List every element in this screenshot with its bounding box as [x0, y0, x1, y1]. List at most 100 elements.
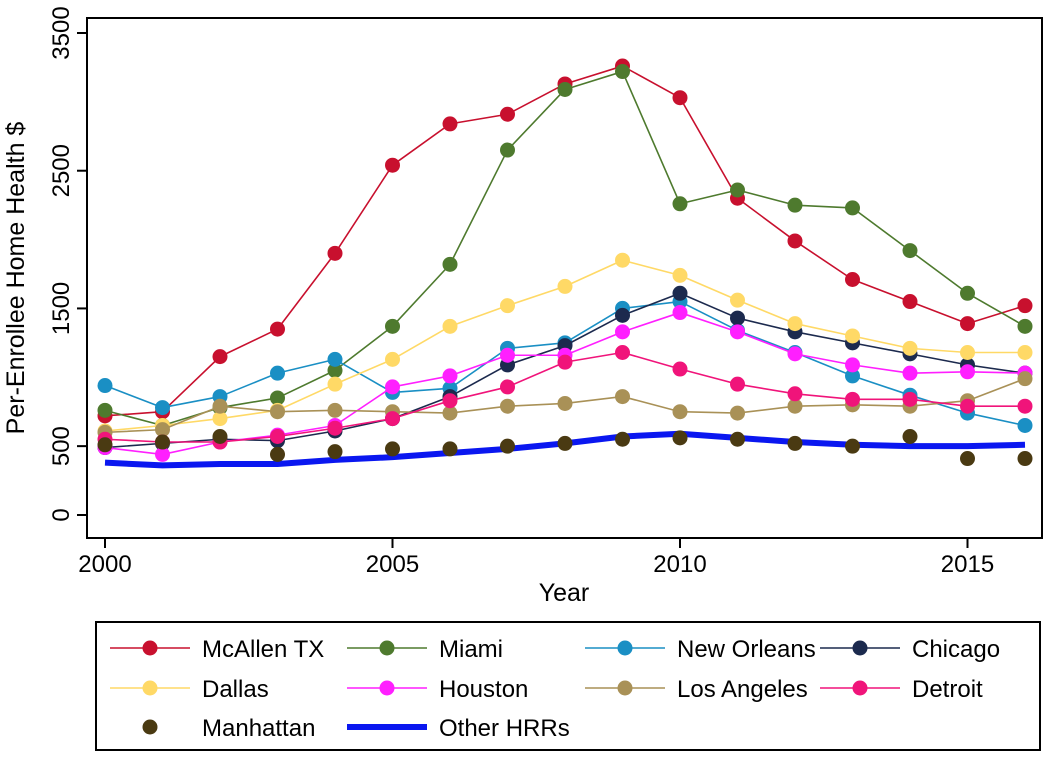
x-tick-label: 2005	[366, 551, 419, 578]
data-point-houston	[442, 368, 458, 384]
data-point-chicago	[672, 285, 688, 301]
data-point-mcallen-tx	[960, 316, 975, 332]
y-tick-label: 1500	[48, 282, 75, 335]
legend-item-other-hrrs: Other HRRs	[347, 715, 570, 742]
series-manhattan	[97, 429, 1033, 467]
legend-item-mcallen-tx: McAllen TX	[110, 636, 324, 663]
data-point-manhattan	[902, 429, 918, 445]
data-point-houston	[500, 347, 515, 363]
data-point-mcallen-tx	[787, 233, 803, 249]
x-axis-title: Year	[539, 579, 590, 607]
x-tick-label: 2015	[941, 551, 994, 578]
data-point-manhattan	[442, 441, 458, 457]
legend-marker	[142, 680, 158, 696]
data-point-miami	[845, 200, 860, 216]
data-point-manhattan	[845, 438, 860, 454]
data-point-los-angeles	[1017, 371, 1033, 387]
data-point-mcallen-tx	[902, 294, 918, 310]
y-tick-label: 3500	[48, 6, 75, 59]
data-point-mcallen-tx	[212, 349, 228, 365]
data-point-manhattan	[500, 438, 515, 454]
data-point-detroit	[385, 411, 400, 427]
x-tick-label: 2010	[653, 551, 706, 578]
data-point-los-angeles	[270, 404, 285, 420]
data-point-dallas	[730, 292, 745, 308]
data-point-new-orleans	[155, 400, 170, 416]
data-point-miami	[787, 197, 803, 213]
series-miami	[97, 64, 1033, 433]
data-point-detroit	[902, 391, 918, 407]
data-point-los-angeles	[155, 422, 170, 438]
data-point-new-orleans	[327, 351, 343, 367]
data-point-houston	[672, 305, 688, 321]
data-point-los-angeles	[212, 398, 228, 414]
data-point-los-angeles	[442, 405, 458, 421]
data-point-dallas	[672, 267, 688, 283]
data-point-detroit	[730, 376, 745, 392]
legend-label: Houston	[439, 676, 528, 703]
legend-marker	[142, 640, 158, 656]
legend-marker	[852, 640, 868, 656]
data-point-detroit	[327, 420, 343, 436]
legend-item-dallas: Dallas	[110, 676, 269, 703]
data-point-los-angeles	[615, 389, 630, 405]
data-point-dallas	[615, 252, 630, 268]
data-point-los-angeles	[500, 398, 515, 414]
legend-label: Detroit	[912, 676, 983, 703]
data-point-miami	[442, 256, 458, 272]
data-point-houston	[385, 379, 400, 395]
data-point-miami	[960, 285, 975, 301]
data-point-miami	[327, 362, 343, 378]
legend-label: Manhattan	[202, 715, 315, 742]
data-point-manhattan	[270, 446, 285, 462]
data-point-houston	[730, 324, 745, 340]
data-point-manhattan	[155, 434, 170, 450]
data-point-detroit	[500, 379, 515, 395]
data-point-miami	[672, 196, 688, 212]
data-point-los-angeles	[327, 402, 343, 418]
legend-frame	[95, 621, 1041, 751]
data-point-houston	[845, 357, 860, 373]
data-point-miami	[902, 243, 918, 259]
y-axis-title: Per-Enrollee Home Health $	[2, 122, 30, 435]
data-point-manhattan	[212, 429, 228, 445]
data-point-los-angeles	[787, 398, 803, 414]
legend-item-los-angeles: Los Angeles	[585, 676, 808, 703]
y-tick-label: 0	[48, 508, 75, 521]
data-point-detroit	[960, 398, 975, 414]
legend-item-new-orleans: New Orleans	[585, 636, 816, 663]
data-point-manhattan	[327, 444, 343, 460]
data-point-new-orleans	[270, 365, 285, 381]
data-point-miami	[557, 81, 573, 97]
data-point-miami	[270, 390, 285, 406]
data-point-dallas	[327, 376, 343, 392]
data-point-houston	[615, 324, 630, 340]
y-axis-ticks: 0 500 1500 2500 3500	[48, 6, 87, 522]
y-tick-label: 500	[48, 426, 75, 466]
data-point-mcallen-tx	[327, 245, 343, 261]
data-point-los-angeles	[730, 405, 745, 421]
data-point-manhattan	[557, 435, 573, 451]
legend-item-manhattan: Manhattan	[142, 715, 315, 742]
legend-label: Dallas	[202, 676, 269, 703]
legend-label: Other HRRs	[439, 715, 570, 742]
legend-item-chicago: Chicago	[820, 636, 1000, 663]
legend-label: Los Angeles	[677, 676, 808, 703]
data-point-dallas	[1017, 344, 1033, 360]
legend-marker	[617, 640, 633, 656]
legend-marker	[852, 680, 868, 696]
data-point-dallas	[787, 316, 803, 332]
data-point-dallas	[902, 340, 918, 356]
legend-label: Chicago	[912, 636, 1000, 663]
data-point-new-orleans	[845, 368, 860, 384]
data-point-miami	[97, 402, 113, 418]
data-point-miami	[500, 142, 515, 158]
data-point-miami	[615, 64, 630, 80]
data-point-dallas	[212, 411, 228, 427]
data-point-los-angeles	[672, 404, 688, 420]
legend-item-houston: Houston	[347, 676, 528, 703]
data-point-houston	[787, 346, 803, 362]
data-point-manhattan	[615, 431, 630, 447]
